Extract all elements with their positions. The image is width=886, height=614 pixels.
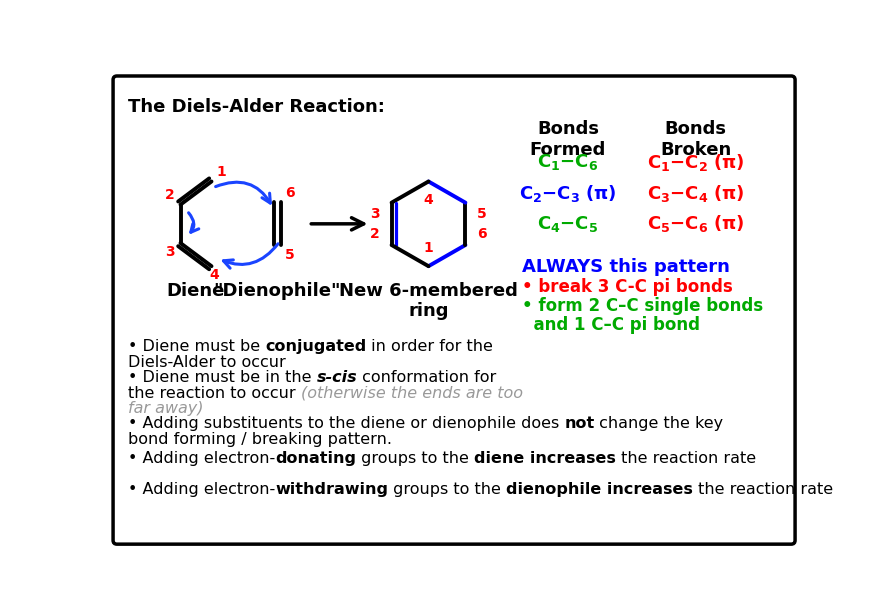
Text: donating: donating	[275, 451, 356, 466]
Text: not: not	[564, 416, 595, 431]
Text: • Adding electron-: • Adding electron-	[128, 451, 275, 466]
Text: $\mathbf{C_4}$$\mathbf{-C_5}$: $\mathbf{C_4}$$\mathbf{-C_5}$	[538, 214, 599, 234]
Text: "Dienophile": "Dienophile"	[214, 282, 341, 300]
Text: $\mathbf{C_2}$$\mathbf{-C_3}$ $\mathbf{(\pi)}$: $\mathbf{C_2}$$\mathbf{-C_3}$ $\mathbf{(…	[519, 182, 617, 203]
Text: 3: 3	[370, 206, 380, 220]
Text: New 6-membered
ring: New 6-membered ring	[339, 282, 518, 321]
Text: Diels-Alder to occur: Diels-Alder to occur	[128, 355, 285, 370]
Text: 6: 6	[477, 227, 486, 241]
Text: 1: 1	[424, 241, 433, 255]
Text: diene increases: diene increases	[474, 451, 616, 466]
Text: conjugated: conjugated	[265, 340, 366, 354]
Text: far away): far away)	[128, 401, 203, 416]
Text: the reaction rate: the reaction rate	[616, 451, 756, 466]
Text: 2: 2	[370, 227, 380, 241]
Text: ALWAYS this pattern: ALWAYS this pattern	[522, 258, 730, 276]
Text: 2: 2	[165, 188, 175, 202]
Text: in order for the: in order for the	[366, 340, 494, 354]
Text: • Diene must be in the: • Diene must be in the	[128, 370, 316, 385]
Text: • Adding electron-: • Adding electron-	[128, 482, 275, 497]
Text: 1: 1	[216, 165, 226, 179]
FancyBboxPatch shape	[113, 76, 795, 544]
Text: the reaction to occur: the reaction to occur	[128, 386, 300, 400]
Text: $\mathbf{C_3}$$\mathbf{-C_4}$ $\mathbf{(\pi)}$: $\mathbf{C_3}$$\mathbf{-C_4}$ $\mathbf{(…	[647, 182, 744, 203]
Text: • Diene must be: • Diene must be	[128, 340, 265, 354]
Text: 5: 5	[477, 206, 486, 220]
Text: Bonds
Broken: Bonds Broken	[660, 120, 732, 158]
Text: s-cis: s-cis	[316, 370, 357, 385]
Text: • form 2 C–C single bonds: • form 2 C–C single bonds	[522, 297, 763, 315]
Text: change the key: change the key	[595, 416, 724, 431]
Text: The Diels-Alder Reaction:: The Diels-Alder Reaction:	[128, 98, 385, 116]
Text: 5: 5	[285, 247, 295, 262]
Text: 6: 6	[285, 186, 295, 200]
Text: the reaction rate: the reaction rate	[693, 482, 833, 497]
Text: conformation for: conformation for	[357, 370, 496, 385]
Text: Diene: Diene	[167, 282, 225, 300]
Text: groups to the: groups to the	[356, 451, 474, 466]
Text: (otherwise the ends are too: (otherwise the ends are too	[300, 386, 523, 400]
Text: 3: 3	[165, 246, 175, 259]
Text: $\mathbf{C_1}$$\mathbf{-C_6}$: $\mathbf{C_1}$$\mathbf{-C_6}$	[538, 152, 599, 173]
Text: Bonds
Formed: Bonds Formed	[530, 120, 606, 158]
Text: groups to the: groups to the	[388, 482, 506, 497]
Text: • Adding substituents to the diene or dienophile does: • Adding substituents to the diene or di…	[128, 416, 564, 431]
Text: and 1 C–C pi bond: and 1 C–C pi bond	[522, 316, 700, 334]
Text: 4: 4	[210, 268, 220, 282]
Text: 4: 4	[424, 193, 433, 207]
Text: bond forming / breaking pattern.: bond forming / breaking pattern.	[128, 432, 392, 447]
Text: withdrawing: withdrawing	[275, 482, 388, 497]
Text: • break 3 C-C pi bonds: • break 3 C-C pi bonds	[522, 278, 732, 296]
Text: $\mathbf{C_5}$$\mathbf{-C_6}$ $\mathbf{(\pi)}$: $\mathbf{C_5}$$\mathbf{-C_6}$ $\mathbf{(…	[647, 213, 744, 235]
Text: $\mathbf{C_1}$$\mathbf{-C_2}$ $\mathbf{(\pi)}$: $\mathbf{C_1}$$\mathbf{-C_2}$ $\mathbf{(…	[647, 152, 744, 173]
Text: dienophile increases: dienophile increases	[506, 482, 693, 497]
